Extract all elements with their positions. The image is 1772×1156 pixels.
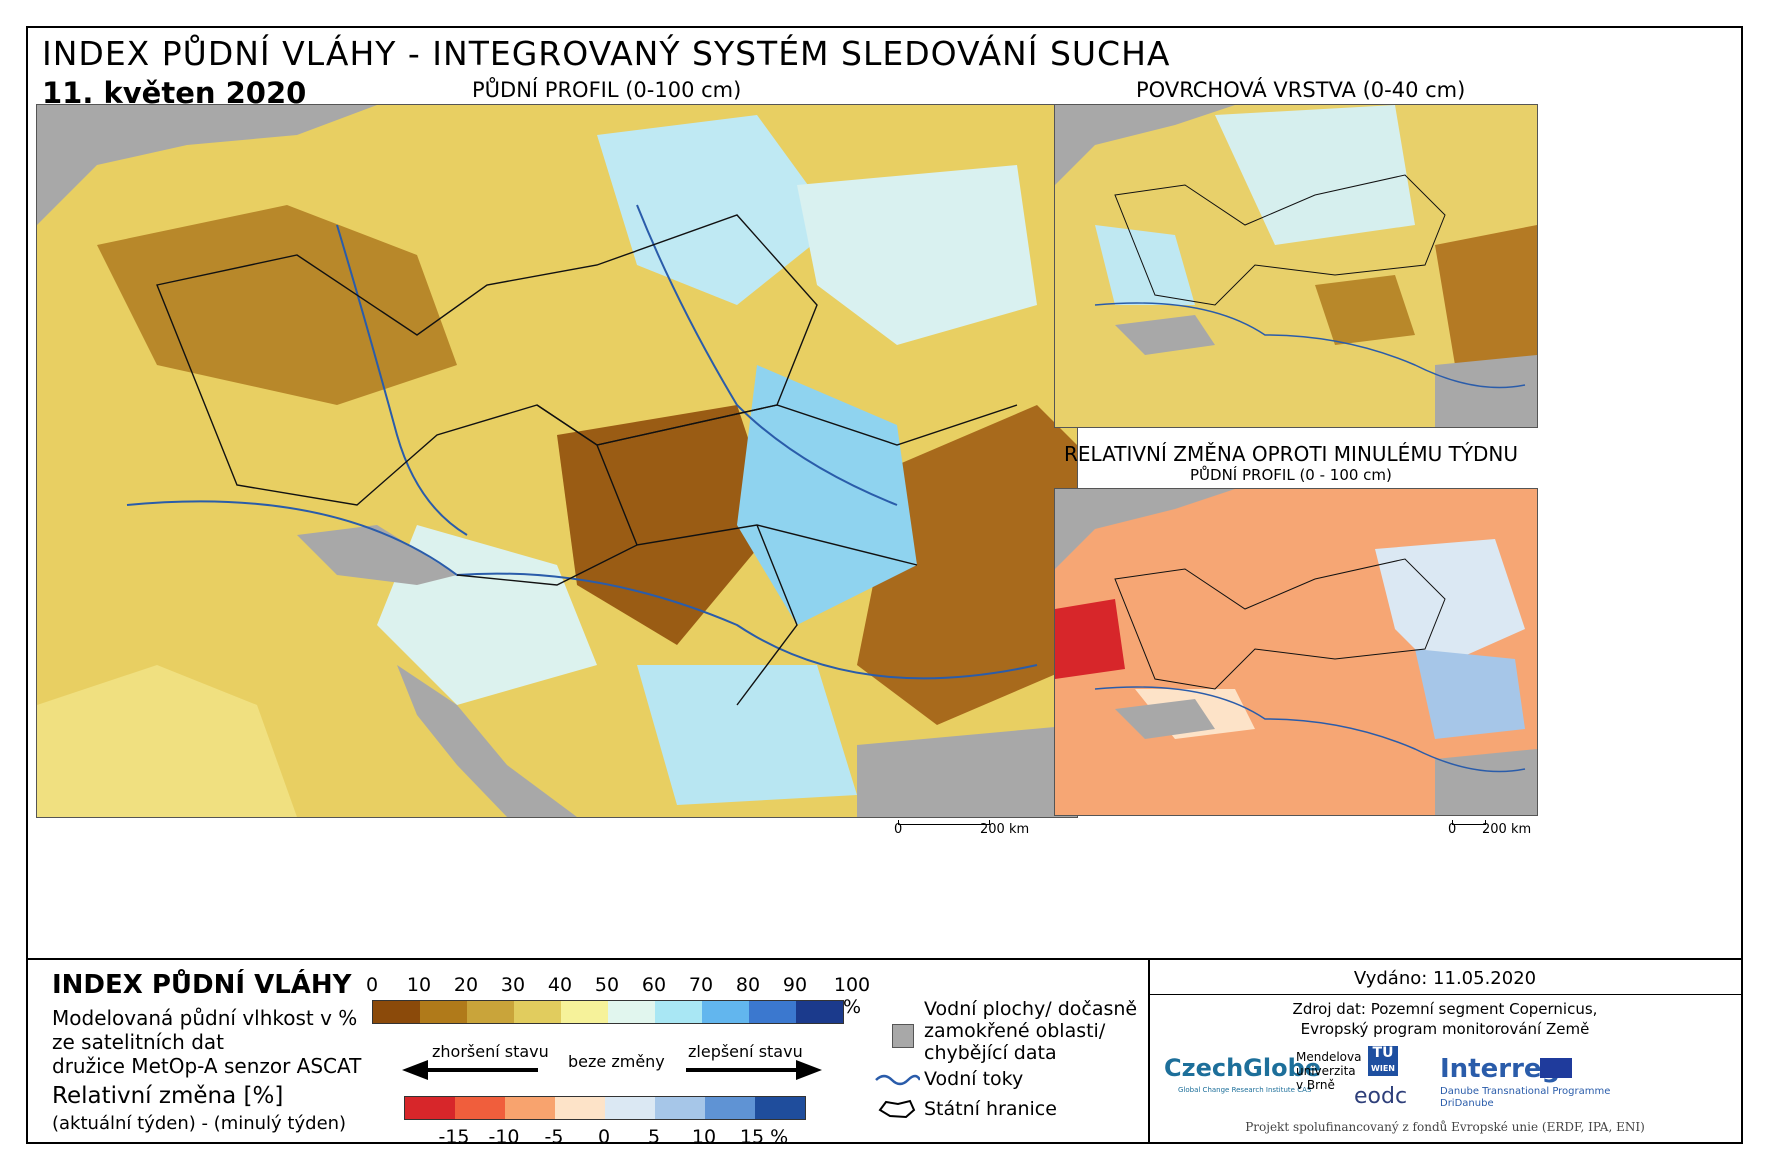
legend-desc-3: družice MetOp-A senzor ASCAT <box>52 1054 362 1078</box>
main-soil-moisture-map <box>36 104 1078 818</box>
source-line-1: Zdroj dat: Pozemní segment Copernicus, <box>1292 1000 1598 1018</box>
issued-date: Vydáno: 11.05.2020 <box>1353 968 1537 989</box>
mendel-line-2: univerzita <box>1296 1064 1356 1078</box>
index-tick-label: 10 <box>406 974 432 996</box>
legend-divider <box>28 958 1741 960</box>
index-colorbar-segment <box>655 1001 702 1023</box>
change-tick-label: -5 <box>544 1126 564 1148</box>
arrow-none-label: beze změny <box>568 1052 665 1071</box>
key-borders: Státní hranice <box>924 1098 1057 1120</box>
figure-frame: INDEX PŮDNÍ VLÁHY - INTEGROVANÝ SYSTÉM S… <box>26 26 1743 1148</box>
change-tick-label: 10 <box>691 1126 717 1148</box>
change-legend-title: Relativní změna [%] <box>52 1083 284 1109</box>
legend-title: INDEX PŮDNÍ VLÁHY <box>52 970 352 1000</box>
czechglobe-logo: CzechGlobe <box>1164 1054 1322 1082</box>
index-tick-label: 0 <box>365 974 379 996</box>
index-colorbar <box>372 1000 844 1024</box>
index-tick-label: 50 <box>594 974 620 996</box>
key-rivers: Vodní toky <box>924 1068 1024 1090</box>
main-map-scale-bar <box>898 820 990 825</box>
index-colorbar-segment <box>796 1001 843 1023</box>
water-bodies-swatch <box>892 1024 914 1048</box>
arrow-better-label: zlepšení stavu <box>688 1042 803 1061</box>
river-icon <box>875 1074 920 1086</box>
index-tick-label: 90 <box>782 974 808 996</box>
mendel-line-1: Mendelova <box>1296 1050 1362 1064</box>
tu-line-1: TU <box>1372 1045 1394 1061</box>
funding-note: Projekt spolufinancovaný z fondů Evropsk… <box>1245 1120 1645 1134</box>
legend-desc-1: Modelovaná půdní vlhkost v % <box>52 1006 358 1030</box>
change-colorbar-segment <box>555 1097 605 1119</box>
mendel-logo: Mendelova univerzita v Brně <box>1296 1050 1361 1092</box>
index-colorbar-segment <box>561 1001 608 1023</box>
index-tick-label: 20 <box>453 974 479 996</box>
change-tick-label: -10 <box>488 1126 520 1148</box>
eu-flag-icon <box>1540 1058 1572 1078</box>
index-tick-label: 40 <box>547 974 573 996</box>
key-water-1: Vodní plochy/ dočasně <box>924 998 1138 1020</box>
index-colorbar-segment <box>749 1001 796 1023</box>
index-colorbar-segment <box>373 1001 420 1023</box>
page-title: INDEX PŮDNÍ VLÁHY - INTEGROVANÝ SYSTÉM S… <box>42 34 1171 73</box>
change-colorbar-segment <box>455 1097 505 1119</box>
change-colorbar-segment <box>705 1097 755 1119</box>
change-legend-desc: (aktuální týden) - (minulý týden) <box>52 1113 347 1134</box>
index-tick-label: 70 <box>688 974 714 996</box>
index-tick-label: 60 <box>641 974 667 996</box>
change-colorbar-segment <box>605 1097 655 1119</box>
footer-divider <box>1148 958 1150 1144</box>
index-tick-label: 80 <box>735 974 761 996</box>
index-colorbar-segment <box>467 1001 514 1023</box>
change-tick-label: 5 <box>647 1126 661 1148</box>
border-icon <box>878 1099 916 1119</box>
change-tick-label: 15 % <box>739 1126 789 1148</box>
change-map-label: RELATIVNÍ ZMĚNA OPROTI MINULÉMU TÝDNU <box>1064 442 1519 466</box>
tu-wien-logo: TU WIEN <box>1368 1046 1398 1076</box>
small-map-scale-zero: 0 <box>1448 822 1457 837</box>
tu-line-2: WIEN <box>1371 1064 1395 1073</box>
change-colorbar <box>404 1096 806 1120</box>
main-map-label: PŮDNÍ PROFIL (0-100 cm) <box>472 78 742 102</box>
issued-divider <box>1150 994 1741 995</box>
change-colorbar-segment <box>655 1097 705 1119</box>
legend-desc-2: ze satelitních dat <box>52 1030 224 1054</box>
change-tick-label: -15 <box>438 1126 470 1148</box>
index-tick-label: 30 <box>500 974 526 996</box>
relative-change-map <box>1054 488 1538 816</box>
change-colorbar-segment <box>405 1097 455 1119</box>
mendel-line-3: v Brně <box>1296 1078 1335 1092</box>
index-colorbar-segment <box>420 1001 467 1023</box>
main-map-scale-zero: 0 <box>894 822 903 837</box>
key-water-2: zamokřené oblasti/ <box>924 1020 1106 1042</box>
surface-layer-map <box>1054 104 1538 428</box>
small-map-scale-max: 200 km <box>1482 822 1532 837</box>
interreg-sub-2: DriDanube <box>1440 1098 1494 1109</box>
small-map-scale-bar <box>1452 820 1486 825</box>
czechglobe-logo-sub: Global Change Research Institute CAS <box>1178 1086 1312 1094</box>
surface-map-label: POVRCHOVÁ VRSTVA (0-40 cm) <box>1136 78 1466 102</box>
change-map-sublabel: PŮDNÍ PROFIL (0 - 100 cm) <box>1190 466 1392 484</box>
index-tick-label: 100 % <box>833 974 871 1018</box>
eodc-logo: eodc <box>1354 1084 1408 1109</box>
change-arrow-icon <box>402 1060 822 1080</box>
interreg-sub-1: Danube Transnational Programme <box>1440 1086 1611 1097</box>
main-map-scale-max: 200 km <box>980 822 1030 837</box>
key-water-3: chybějící data <box>924 1042 1057 1064</box>
index-colorbar-segment <box>608 1001 655 1023</box>
source-line-2: Evropský program monitorování Země <box>1300 1020 1590 1038</box>
index-colorbar-segment <box>702 1001 749 1023</box>
index-colorbar-segment <box>514 1001 561 1023</box>
change-colorbar-segment <box>505 1097 555 1119</box>
arrow-worse-label: zhoršení stavu <box>432 1042 549 1061</box>
change-colorbar-segment <box>755 1097 805 1119</box>
change-tick-label: 0 <box>597 1126 611 1148</box>
